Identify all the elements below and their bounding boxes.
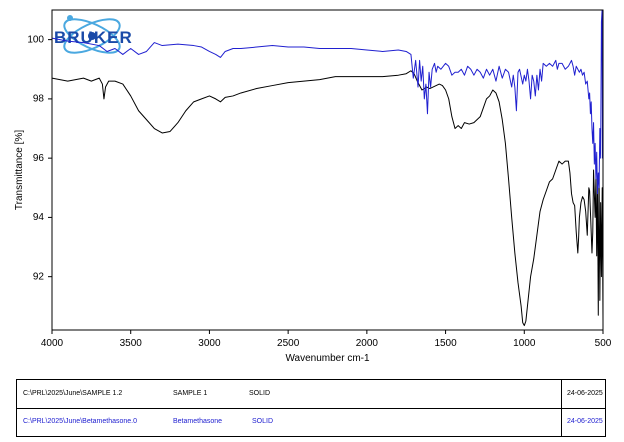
logo-electron xyxy=(67,15,73,21)
sample-path: C:\PRL\2025\June\Betamethasone.0 xyxy=(23,418,138,425)
y-tick-label: 92 xyxy=(33,271,45,282)
ir-spectrum-chart: BRUKER 4000 3500 3000 2500 2000 1500 1000 500 92… xyxy=(14,9,612,364)
y-tick-label: 100 xyxy=(27,34,44,45)
x-tick-label: 4000 xyxy=(41,338,64,349)
series-line-1 xyxy=(51,70,604,327)
x-tick-label: 500 xyxy=(595,338,612,349)
sample-date: 24-06-2025 xyxy=(567,390,603,397)
x-tick-label: 1000 xyxy=(513,338,536,349)
sample-name: Betamethasone xyxy=(173,418,223,425)
x-tick-label: 1500 xyxy=(434,338,457,349)
sample-name: SAMPLE 1 xyxy=(173,390,208,397)
x-tick-label: 2500 xyxy=(277,338,300,349)
x-tick-label: 3500 xyxy=(120,338,143,349)
sample-row: C:\PRL\2025\June\SAMPLE 1.2 SAMPLE 1 SOL… xyxy=(17,380,605,409)
sample-state: SOLID xyxy=(252,418,274,425)
y-tick-label: 94 xyxy=(33,212,45,223)
sample-legend-table: C:\PRL\2025\June\SAMPLE 1.2 SAMPLE 1 SOL… xyxy=(16,379,606,437)
bruker-logo: BRUKER xyxy=(54,15,133,54)
sample-state: SOLID xyxy=(249,390,271,397)
plot-frame xyxy=(51,9,604,331)
logo-nucleus xyxy=(88,32,96,40)
x-tick-label: 3000 xyxy=(198,338,221,349)
sample-row: C:\PRL\2025\June\Betamethasone.0 Betamet… xyxy=(17,408,605,436)
y-tick-label: 98 xyxy=(33,94,45,105)
y-tick-label: 96 xyxy=(33,153,45,164)
logo-orbit-1 xyxy=(63,18,121,54)
y-axis-title: Transmittance [%] xyxy=(14,130,25,210)
sample-path: C:\PRL\2025\June\SAMPLE 1.2 xyxy=(23,390,123,397)
sample-date: 24-06-2025 xyxy=(567,418,603,425)
x-axis-title: Wavenumber cm-1 xyxy=(285,353,370,364)
x-tick-label: 2000 xyxy=(356,338,379,349)
logo-text: BRUKER xyxy=(54,28,133,47)
series-line-2 xyxy=(51,9,604,195)
logo-orbit-2 xyxy=(63,18,121,54)
